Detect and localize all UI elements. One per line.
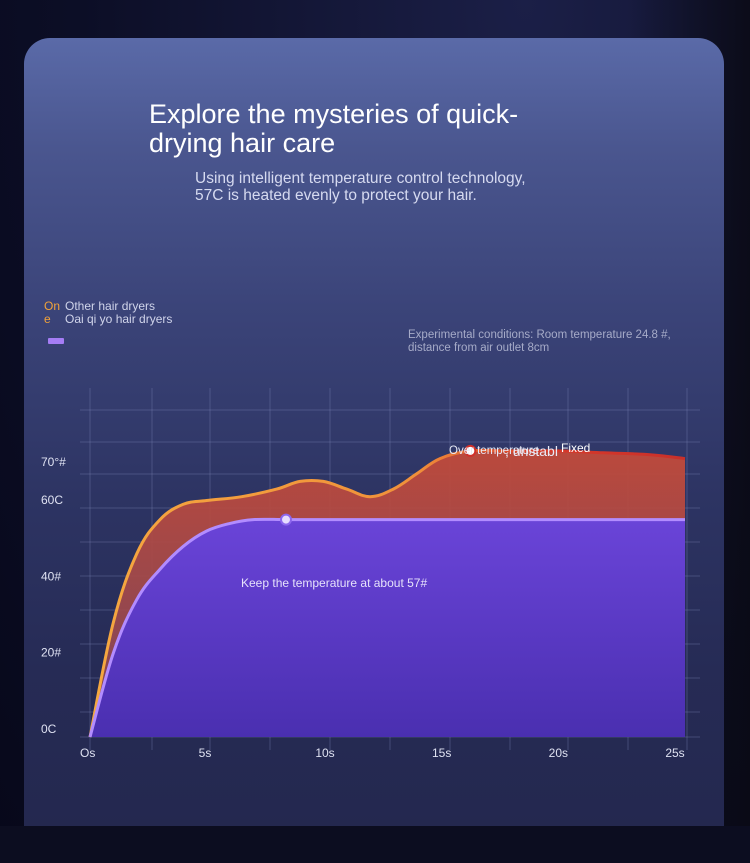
legend-label-other: Other hair dryers bbox=[65, 299, 156, 313]
legend-key-other: On e bbox=[44, 299, 61, 326]
y-tick-label: 60C bbox=[41, 493, 63, 507]
experimental-conditions: Experimental conditions: Room temperatur… bbox=[408, 329, 671, 354]
page-subtitle: Using intelligent temperature control te… bbox=[195, 170, 526, 204]
oai-dryer-marker bbox=[280, 513, 292, 526]
oai-dryer-line bbox=[88, 517, 685, 738]
x-axis-ticks: Os 5s 10s 15s 20s 25s bbox=[80, 746, 685, 760]
x-tick-label: 20s bbox=[549, 746, 568, 760]
legend-item-other: On e Other hair dryers bbox=[44, 299, 224, 326]
other-dryer-marker bbox=[464, 444, 477, 457]
x-tick-label: 15s bbox=[432, 746, 451, 760]
y-tick-label: 70°# bbox=[41, 455, 66, 469]
legend-item-oai: Oai qi yo hair dryers bbox=[44, 313, 224, 326]
y-tick-label: 40# bbox=[41, 569, 61, 583]
legend-label-oai: Oai qi yo hair dryers bbox=[65, 312, 173, 326]
y-axis-ticks: 0C 20# 40# 60C 70°# bbox=[41, 455, 66, 736]
over-temp-annotation: Over temperature bbox=[449, 445, 539, 457]
y-tick-label: 20# bbox=[41, 646, 61, 660]
x-tick-label: 5s bbox=[199, 746, 212, 760]
x-tick-label: 25s bbox=[665, 746, 684, 760]
unstable-annotation: , unstabl bbox=[505, 443, 558, 459]
chart-legend: On e Other hair dryers Oai qi yo hair dr… bbox=[44, 299, 224, 344]
bottom-band bbox=[0, 826, 750, 863]
page-title: Explore the mysteries of quick-drying ha… bbox=[149, 99, 519, 158]
legend-swatch-oai bbox=[48, 338, 64, 344]
other-dryer-line bbox=[88, 448, 686, 738]
x-tick-label: Os bbox=[80, 746, 95, 760]
oai-dryer-area bbox=[90, 519, 685, 737]
y-tick-label: 0C bbox=[41, 722, 57, 736]
chart-markers bbox=[280, 444, 477, 526]
x-tick-label: 10s bbox=[315, 746, 334, 760]
fixed-annotation: Fixed bbox=[561, 441, 590, 455]
keep-temp-annotation: Keep the temperature at about 57# bbox=[241, 576, 427, 590]
